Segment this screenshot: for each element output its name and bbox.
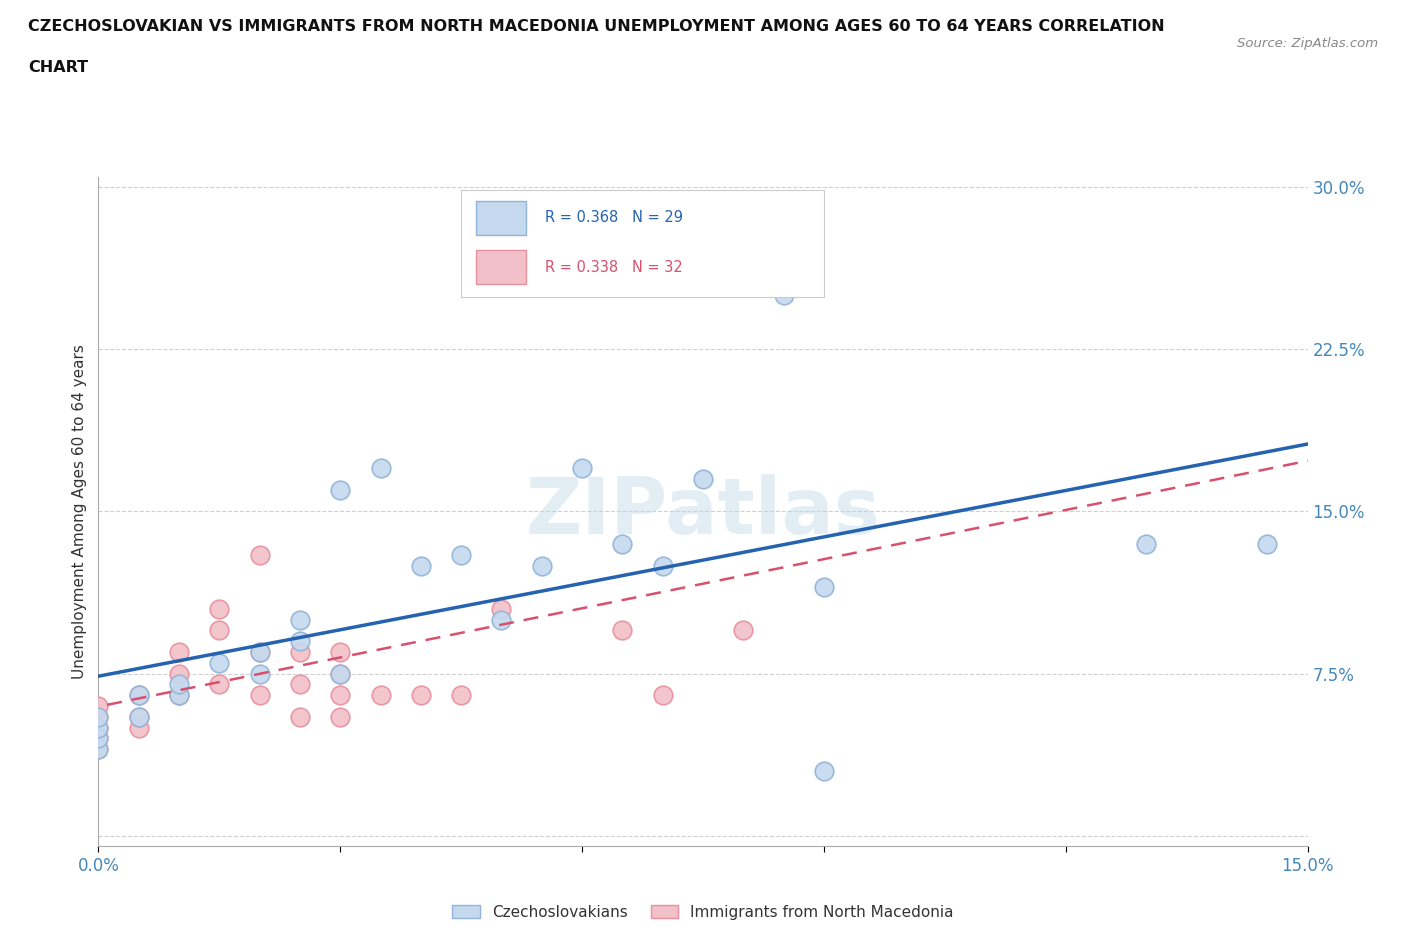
Point [772,288,794,303]
Point [288,644,311,659]
Point [87,710,110,724]
Point [167,666,190,681]
Point [409,558,432,573]
Point [128,687,150,702]
Point [87,741,110,756]
Point [329,710,352,724]
Point [370,461,392,476]
Point [128,710,150,724]
Point [651,687,673,702]
Point [288,633,311,648]
Point [249,644,271,659]
Point [249,666,271,681]
Point [692,472,714,486]
Point [288,612,311,627]
Point [813,579,835,594]
Text: ZIPatlas: ZIPatlas [526,473,880,550]
Point [651,558,673,573]
Point [167,644,190,659]
Point [491,602,513,617]
Point [87,731,110,746]
Point [167,677,190,692]
Point [128,710,150,724]
Point [1256,537,1278,551]
Point [329,666,352,681]
Point [571,461,593,476]
Point [87,731,110,746]
Point [128,720,150,735]
Point [87,720,110,735]
Point [491,612,513,627]
Point [167,687,190,702]
Point [249,547,271,562]
Point [208,623,231,638]
Point [208,602,231,617]
Point [249,644,271,659]
Point [329,666,352,681]
Point [87,720,110,735]
Point [733,623,755,638]
Point [128,687,150,702]
Point [329,644,352,659]
Point [612,537,634,551]
Point [612,623,634,638]
Point [329,483,352,498]
Point [208,656,231,671]
Point [87,741,110,756]
Point [87,710,110,724]
Point [450,687,472,702]
Legend: Czechoslovakians, Immigrants from North Macedonia: Czechoslovakians, Immigrants from North … [446,898,960,925]
Point [530,558,553,573]
Text: CZECHOSLOVAKIAN VS IMMIGRANTS FROM NORTH MACEDONIA UNEMPLOYMENT AMONG AGES 60 TO: CZECHOSLOVAKIAN VS IMMIGRANTS FROM NORTH… [28,19,1164,33]
Point [813,764,835,778]
Point [208,677,231,692]
Point [249,687,271,702]
Point [167,687,190,702]
Point [87,698,110,713]
Point [370,687,392,702]
Point [288,710,311,724]
Point [329,687,352,702]
Point [450,547,472,562]
Y-axis label: Unemployment Among Ages 60 to 64 years: Unemployment Among Ages 60 to 64 years [72,344,87,679]
Text: Source: ZipAtlas.com: Source: ZipAtlas.com [1237,37,1378,50]
Point [409,687,432,702]
Point [1135,537,1157,551]
Text: CHART: CHART [28,60,89,75]
Point [530,256,553,271]
Point [288,677,311,692]
